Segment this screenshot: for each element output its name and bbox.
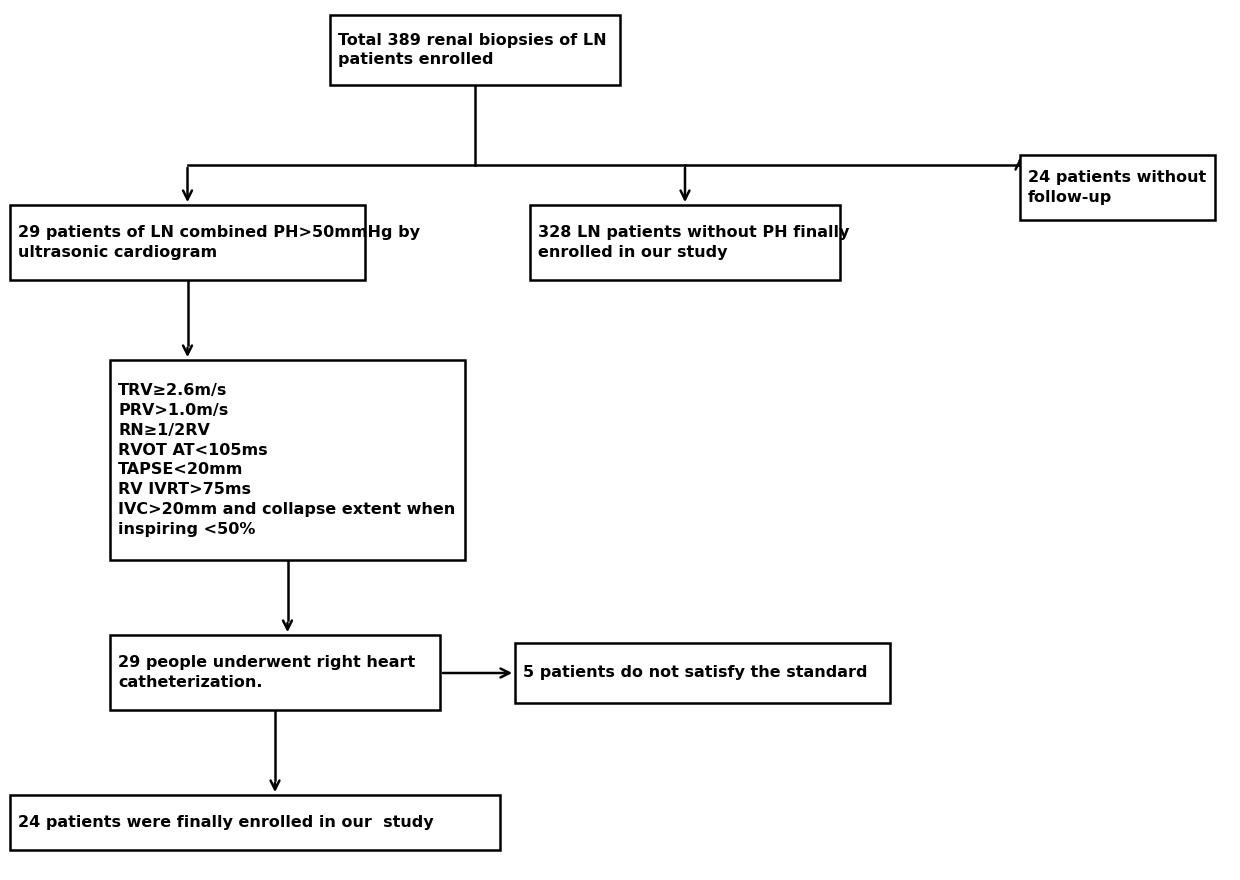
FancyBboxPatch shape — [330, 15, 620, 85]
Text: 29 patients of LN combined PH>50mmHg by
ultrasonic cardiogram: 29 patients of LN combined PH>50mmHg by … — [19, 225, 420, 260]
Text: 24 patients were finally enrolled in our  study: 24 patients were finally enrolled in our… — [19, 815, 434, 830]
FancyBboxPatch shape — [10, 205, 365, 280]
Text: 29 people underwent right heart
catheterization.: 29 people underwent right heart catheter… — [118, 655, 415, 690]
FancyBboxPatch shape — [110, 635, 440, 710]
FancyBboxPatch shape — [1021, 155, 1215, 220]
Text: 5 patients do not satisfy the standard: 5 patients do not satisfy the standard — [523, 665, 868, 680]
FancyBboxPatch shape — [529, 205, 839, 280]
FancyBboxPatch shape — [10, 795, 500, 850]
FancyBboxPatch shape — [110, 360, 465, 560]
Text: 328 LN patients without PH finally
enrolled in our study: 328 LN patients without PH finally enrol… — [538, 225, 849, 260]
FancyBboxPatch shape — [515, 643, 890, 703]
Text: Total 389 renal biopsies of LN
patients enrolled: Total 389 renal biopsies of LN patients … — [339, 33, 606, 68]
Text: 24 patients without
follow-up: 24 patients without follow-up — [1028, 170, 1207, 205]
Text: TRV≥2.6m/s
PRV>1.0m/s
RN≥1/2RV
RVOT AT<105ms
TAPSE<20mm
RV IVRT>75ms
IVC>20mm an: TRV≥2.6m/s PRV>1.0m/s RN≥1/2RV RVOT AT<1… — [118, 383, 455, 537]
